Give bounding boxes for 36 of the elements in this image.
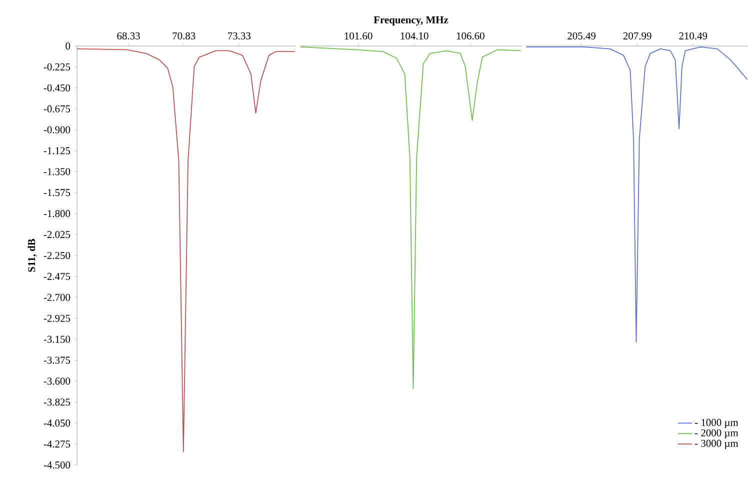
y-tick-label: -0.900 [44,126,70,134]
y-tick-label: -0.225 [44,63,70,70]
x-tick-label: 106.60 [456,32,484,40]
x-tick-label: 70.83 [172,32,196,40]
y-tick-label: -3.825 [44,398,70,406]
x-axis-title: Frequency, MHz [374,16,448,26]
text: - 3000 µm [694,440,738,449]
y-tick-label: -2.025 [44,231,70,238]
y-tick-label: -2.700 [44,294,70,301]
x-tick-label: 73.33 [228,32,250,40]
x-tick-label: 101.60 [344,32,372,40]
y-tick-label: -0.675 [44,105,70,112]
line-series [76,48,296,452]
text: - 2000 µm [694,429,738,439]
y-tick-label: -4.275 [44,440,70,448]
x-tick-label: 207.99 [623,32,652,40]
y-tick-label: -4.500 [44,461,70,469]
y-tick-label: -1.350 [44,168,70,176]
y-tick-label: -1.575 [44,189,70,196]
y-tick-label: -2.250 [44,252,70,260]
x-tick-label: 210.49 [679,32,708,40]
y-tick-label: -1.125 [44,147,70,154]
y-tick-label: -2.475 [44,272,70,280]
y-tick-label: 0 [66,42,70,50]
y-tick-label: -3.150 [44,336,70,343]
y-tick-label: -2.925 [44,314,70,322]
y-tick-label: -3.600 [44,378,70,385]
y-tick-label: -3.375 [44,356,70,364]
legend-label: - 1000 µm [694,418,738,428]
y-tick-label: -0.450 [44,84,70,92]
x-tick-label: 104.10 [400,32,428,40]
y-tick-label: -1.800 [44,210,70,218]
x-tick-label: 68.33 [117,32,140,40]
y-tick-label: -4.050 [44,420,70,427]
y-axis-title: S11, dB [28,238,37,272]
x-tick-label: 205.49 [568,32,596,40]
